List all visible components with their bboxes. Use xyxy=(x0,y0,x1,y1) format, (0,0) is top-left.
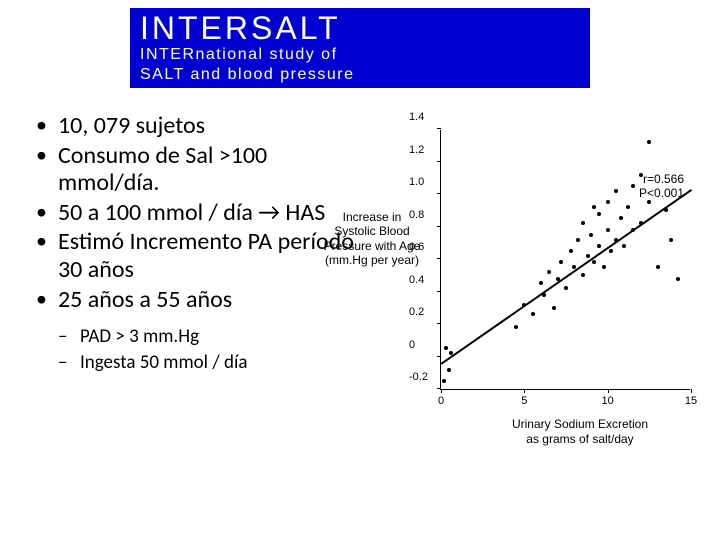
data-point xyxy=(592,205,596,209)
data-point xyxy=(606,200,610,204)
data-point xyxy=(614,189,618,193)
data-point xyxy=(631,184,635,188)
data-point xyxy=(592,260,596,264)
xtick-label: 0 xyxy=(438,395,444,407)
content-row: 10, 079 sujetos Consumo de Sal >100 mmol… xyxy=(0,88,720,440)
data-point xyxy=(539,281,543,285)
ytick-label: 0.2 xyxy=(409,306,424,318)
ytick-label: 0.4 xyxy=(409,274,424,286)
ytick-label: 1.0 xyxy=(409,176,424,188)
data-point xyxy=(639,173,643,177)
bullet-item: Consumo de Sal >100 mmol/día. xyxy=(30,142,360,197)
ytick-mark xyxy=(437,258,441,259)
x-axis-label-line2: as grams of salt/day xyxy=(526,432,633,446)
data-point xyxy=(589,233,593,237)
data-point xyxy=(647,140,651,144)
data-point xyxy=(647,200,651,204)
ytick-mark xyxy=(437,128,441,129)
data-point xyxy=(442,379,446,383)
bullet-column: 10, 079 sujetos Consumo de Sal >100 mmol… xyxy=(20,112,360,440)
data-point xyxy=(622,244,626,248)
bullet-item: 50 a 100 mmol / día → HAS xyxy=(30,199,360,227)
regression-line xyxy=(441,189,692,364)
xtick-mark xyxy=(608,389,609,393)
ytick-mark xyxy=(437,193,441,194)
data-point xyxy=(669,238,673,242)
main-bullet-list: 10, 079 sujetos Consumo de Sal >100 mmol… xyxy=(30,112,360,313)
ytick-mark xyxy=(437,161,441,162)
data-point xyxy=(444,346,448,350)
data-point xyxy=(559,260,563,264)
data-point xyxy=(447,368,451,372)
ytick-mark xyxy=(437,291,441,292)
data-point xyxy=(581,273,585,277)
data-point xyxy=(514,325,518,329)
xtick-label: 15 xyxy=(685,395,697,407)
data-point xyxy=(569,249,573,253)
ytick-label: 1.2 xyxy=(409,144,424,156)
data-point xyxy=(552,306,556,310)
scatter-chart: Increase in Systolic Blood Pressure with… xyxy=(370,120,710,440)
sub-bullet-list: PAD > 3 mm.Hg Ingesta 50 mmol / día xyxy=(30,325,360,375)
xtick-label: 10 xyxy=(602,395,614,407)
data-point xyxy=(597,244,601,248)
ytick-label: 0.8 xyxy=(409,209,424,221)
xtick-label: 5 xyxy=(521,395,527,407)
data-point xyxy=(619,216,623,220)
data-point xyxy=(609,249,613,253)
banner-subtitle-1: INTERnational study of xyxy=(140,46,580,64)
xtick-mark xyxy=(441,389,442,393)
sub-bullet-item: Ingesta 50 mmol / día xyxy=(30,351,360,375)
x-axis-label-line1: Urinary Sodium Excretion xyxy=(512,417,648,431)
ytick-label: 0 xyxy=(409,339,415,351)
data-point xyxy=(602,265,606,269)
data-point xyxy=(597,212,601,216)
bullet-item: 10, 079 sujetos xyxy=(30,112,360,140)
data-point xyxy=(547,270,551,274)
stat-r: r=0.566 xyxy=(643,172,684,186)
intersalt-banner: INTERSALT INTERnational study of SALT an… xyxy=(130,8,590,88)
data-point xyxy=(656,265,660,269)
data-point xyxy=(576,238,580,242)
data-point xyxy=(606,228,610,232)
data-point xyxy=(586,254,590,258)
ytick-mark xyxy=(437,356,441,357)
plot-area: r=0.566 P<0.001 -0.200.20.40.60.81.01.21… xyxy=(440,130,690,390)
data-point xyxy=(564,286,568,290)
data-point xyxy=(531,312,535,316)
data-point xyxy=(626,205,630,209)
xtick-mark xyxy=(691,389,692,393)
y-axis-label: Increase in Systolic Blood Pressure with… xyxy=(322,210,422,268)
sub-bullet-item: PAD > 3 mm.Hg xyxy=(30,325,360,349)
data-point xyxy=(676,277,680,281)
bullet-item: 25 años a 55 años xyxy=(30,286,360,314)
x-axis-label: Urinary Sodium Excretion as grams of sal… xyxy=(470,417,690,446)
ytick-label: 1.4 xyxy=(409,111,424,123)
chart-column: Increase in Systolic Blood Pressure with… xyxy=(360,112,700,440)
ytick-label: -0.2 xyxy=(409,371,428,383)
ytick-mark xyxy=(437,323,441,324)
ytick-label: 0.6 xyxy=(409,241,424,253)
data-point xyxy=(581,221,585,225)
xtick-mark xyxy=(524,389,525,393)
ytick-mark xyxy=(437,226,441,227)
banner-subtitle-2: SALT and blood pressure xyxy=(140,66,580,84)
bullet-item: Estimó Incremento PA período 30 años xyxy=(30,228,360,283)
banner-title: INTERSALT xyxy=(140,12,580,44)
